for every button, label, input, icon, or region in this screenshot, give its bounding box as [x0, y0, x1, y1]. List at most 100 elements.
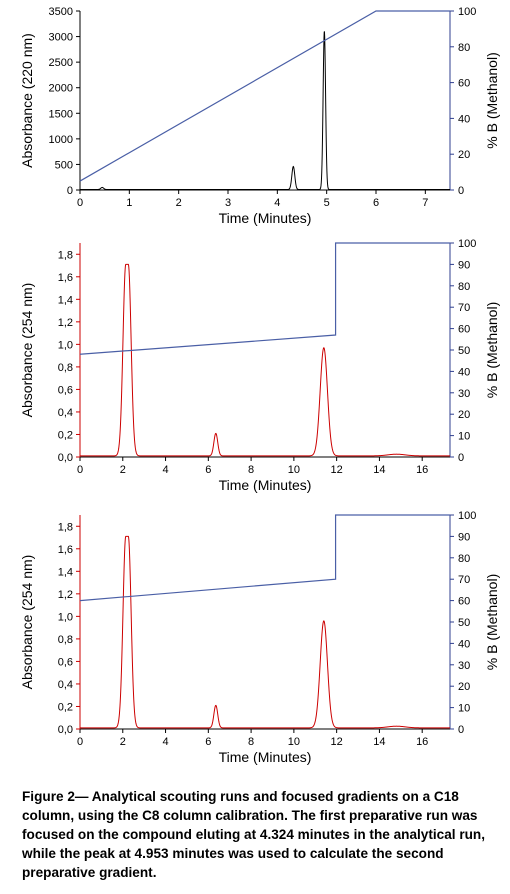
y2-tick-label: 40 [458, 366, 470, 378]
y2-tick-label: 90 [458, 259, 470, 271]
y-tick-label: 0,4 [58, 679, 73, 691]
y-tick-label: 0 [67, 185, 73, 197]
y-tick-label: 1,2 [58, 589, 73, 601]
chromatogram-figure: 0 1 2 3 4 5 6 705001000150020002500300035000204… [19, 6, 500, 765]
y-tick-label: 1,4 [58, 566, 73, 578]
x-tick-label: 0 [77, 197, 83, 209]
x-axis-title: Time (Minutes) [219, 749, 312, 765]
gradient-trace [79, 242, 450, 355]
x-tick-label: 0 [77, 736, 83, 748]
y2-tick-label: 0 [458, 452, 464, 464]
y-tick-label: 3500 [49, 6, 73, 18]
y2-axis-title: % B (Methanol) [484, 52, 500, 148]
y2-tick-label: 30 [458, 660, 470, 672]
y-tick-label: 500 [55, 159, 73, 171]
y-axis-title: Absorbance (254 nm) [19, 283, 35, 418]
y-tick-label: 0,0 [58, 724, 73, 736]
y-tick-label: 2000 [49, 83, 73, 95]
x-tick-label: 14 [373, 464, 385, 476]
y-tick-label: 0,2 [58, 701, 73, 713]
y2-tick-label: 10 [458, 431, 470, 443]
y2-tick-label: 60 [458, 324, 470, 336]
x-tick-label: 16 [416, 736, 428, 748]
y-tick-label: 0,2 [58, 429, 73, 441]
x-tick-label: 14 [373, 736, 385, 748]
y-tick-label: 1,8 [58, 521, 73, 533]
y2-tick-label: 100 [458, 510, 476, 522]
absorbance-trace [80, 263, 450, 457]
x-tick-label: 2 [176, 197, 182, 209]
y-tick-label: 1,0 [58, 611, 73, 623]
x-tick-label: 2 [120, 464, 126, 476]
y-tick-label: 0,6 [58, 656, 73, 668]
x-tick-label: 10 [288, 736, 300, 748]
y-tick-label: 0,8 [58, 362, 73, 374]
x-tick-label: 0 [77, 464, 83, 476]
x-tick-label: 7 [422, 197, 428, 209]
y-tick-label: 1,8 [58, 249, 73, 261]
y2-tick-label: 0 [458, 185, 464, 197]
x-tick-label: 4 [162, 464, 168, 476]
y2-tick-label: 20 [458, 409, 470, 421]
x-tick-label: 8 [248, 464, 254, 476]
x-axis-title: Time (Minutes) [219, 210, 312, 226]
y-tick-label: 0,0 [58, 452, 73, 464]
y2-tick-label: 40 [458, 638, 470, 650]
x-tick-label: 12 [331, 464, 343, 476]
y-tick-label: 0,4 [58, 407, 73, 419]
y-tick-label: 1000 [49, 134, 73, 146]
y2-tick-label: 20 [458, 681, 470, 693]
chart-panel-1: 0 1 2 3 4 5 6 7 0 500 1000 1500 2000 2500 3000 3500 0 20 4… [19, 6, 500, 226]
x-tick-label: 2 [120, 736, 126, 748]
y-tick-label: 1,2 [58, 317, 73, 329]
y-tick-label: 2500 [49, 57, 73, 69]
y2-tick-label: 70 [458, 302, 470, 314]
x-tick-label: 1 [126, 197, 132, 209]
x-tick-label: 4 [162, 736, 168, 748]
y2-tick-label: 30 [458, 388, 470, 400]
y2-tick-label: 80 [458, 553, 470, 565]
y-axis-title: Absorbance (254 nm) [19, 555, 35, 690]
x-tick-label: 6 [205, 464, 211, 476]
x-tick-label: 16 [416, 464, 428, 476]
y-tick-label: 1,0 [58, 339, 73, 351]
y2-tick-label: 60 [458, 78, 470, 90]
y2-tick-label: 50 [458, 345, 470, 357]
x-tick-label: 3 [225, 197, 231, 209]
y2-axis-title: % B (Methanol) [484, 574, 500, 670]
y-tick-label: 3000 [49, 32, 73, 44]
y-tick-label: 1500 [49, 108, 73, 120]
absorbance-trace [80, 535, 450, 729]
gradient-trace [79, 10, 450, 182]
gradient-trace [79, 514, 450, 602]
y-tick-label: 1,6 [58, 272, 73, 284]
y2-tick-label: 70 [458, 574, 470, 586]
x-tick-label: 4 [274, 197, 280, 209]
y2-tick-label: 90 [458, 531, 470, 543]
x-tick-label: 5 [324, 197, 330, 209]
y2-tick-label: 50 [458, 617, 470, 629]
y-tick-label: 1,4 [58, 294, 73, 306]
x-tick-label: 12 [331, 736, 343, 748]
y2-tick-label: 80 [458, 281, 470, 293]
chart-panel-3: 0 2 4 6 8 10 12 14 16 0,0 0,2 0,4 0,6 0,8 1,0 1,2 1,4 1,6… [19, 510, 500, 765]
y-tick-label: 0,8 [58, 634, 73, 646]
y2-tick-label: 0 [458, 724, 464, 736]
x-tick-label: 10 [288, 464, 300, 476]
y2-axis-title: % B (Methanol) [484, 302, 500, 398]
y-tick-label: 1,6 [58, 544, 73, 556]
x-tick-label: 6 [205, 736, 211, 748]
y-axis-title: Absorbance (220 nm) [19, 33, 35, 168]
y2-tick-label: 20 [458, 149, 470, 161]
absorbance-trace [80, 31, 450, 190]
x-tick-label: 6 [373, 197, 379, 209]
y2-tick-label: 80 [458, 42, 470, 54]
y2-tick-label: 100 [458, 6, 476, 18]
y2-tick-label: 100 [458, 238, 476, 250]
y2-tick-label: 10 [458, 703, 470, 715]
x-axis-title: Time (Minutes) [219, 477, 312, 493]
chart-panel-2: 0 2 4 6 8 10 12 14 16 0,0 0,2 0,4 0,6 0,8 1,0 1,2 1,4 1,6… [19, 238, 500, 493]
y2-tick-label: 60 [458, 596, 470, 608]
y2-tick-label: 40 [458, 113, 470, 125]
figure-caption: Figure 2— Analytical scouting runs and f… [22, 789, 486, 880]
